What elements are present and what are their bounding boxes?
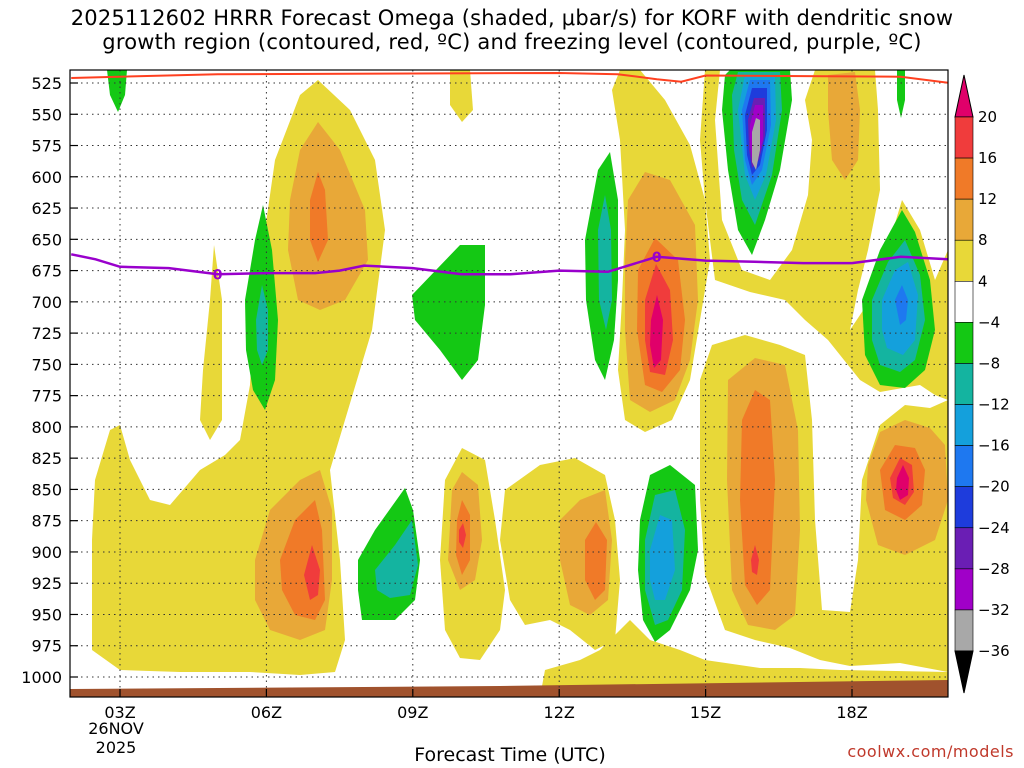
- colorbar: 20 16 12 8 4 −4 −8 −12 −16 −20 −24 −28 −32 −36: [954, 74, 1010, 694]
- y-tick-label: 850: [31, 480, 62, 499]
- omega-fill-8-upper-left: [288, 122, 368, 310]
- y-tick-label: 800: [31, 418, 62, 437]
- y-tick-label: 550: [31, 105, 62, 124]
- colorbar-swatch: [954, 486, 974, 529]
- grid-lines: [70, 70, 948, 697]
- x-axis: 03Z 06Z 09Z 12Z 15Z 18Z: [104, 689, 868, 722]
- omega-fill-neg16-right: [895, 285, 908, 325]
- omega-fill-neg4-mid: [412, 245, 485, 380]
- y-tick-label: 775: [31, 387, 62, 406]
- x-date-line-2: 2025: [96, 738, 137, 757]
- chart-title: 2025112602 HRRR Forecast Omega (shaded, …: [0, 6, 1024, 54]
- colorbar-label: −20: [978, 478, 1010, 496]
- y-tick-label: 950: [31, 605, 62, 624]
- y-axis: 525 550 575 600 625 650 675 700 725 750 775 800 825 8…: [21, 74, 78, 687]
- x-tick-label: 09Z: [397, 703, 428, 722]
- x-date-line-1: 26NOV: [88, 719, 144, 738]
- y-tick-label: 600: [31, 168, 62, 187]
- colorbar-label: −28: [978, 560, 1010, 578]
- y-tick-label: 700: [31, 293, 62, 312]
- y-tick-label: 825: [31, 449, 62, 468]
- colorbar-swatch: [954, 239, 974, 282]
- x-tick-label: 12Z: [544, 703, 575, 722]
- freezing-level-line: [70, 253, 948, 276]
- omega-fill-neg8-center: [598, 195, 612, 330]
- colorbar-label: −36: [978, 642, 1010, 660]
- omega-fill-neg8-mid: [375, 520, 418, 598]
- ground-surface: [70, 680, 948, 697]
- y-tick-label: 625: [31, 199, 62, 218]
- colorbar-label: 16: [978, 149, 997, 167]
- colorbar-label: −4: [978, 313, 1000, 331]
- colorbar-swatch: [954, 198, 974, 241]
- x-tick-label: 15Z: [690, 703, 721, 722]
- colorbar-label: 12: [978, 190, 997, 208]
- freezing-level-label: 0: [213, 267, 223, 283]
- colorbar-label: 20: [978, 108, 997, 126]
- dgz-top-line: [71, 71, 948, 84]
- colorbar-swatch: [954, 157, 974, 200]
- omega-fill-16-lower-left: [304, 545, 320, 600]
- colorbar-label: −32: [978, 601, 1010, 619]
- omega-fill-12-right-tall: [740, 390, 775, 605]
- y-tick-label: 725: [31, 324, 62, 343]
- colorbar-bottom-arrow: [954, 650, 974, 694]
- y-tick-label: 1000: [21, 668, 62, 687]
- y-tick-label: 875: [31, 512, 62, 531]
- title-line-1: 2025112602 HRRR Forecast Omega (shaded, …: [70, 6, 954, 30]
- x-tick-label: 18Z: [836, 703, 867, 722]
- omega-fill-neg32-right-top: [752, 118, 760, 170]
- y-tick-label: 900: [31, 543, 62, 562]
- omega-fill-4-left-thin: [200, 245, 222, 440]
- y-tick-label: 750: [31, 355, 62, 374]
- omega-fill-20-right-bottom: [896, 465, 909, 500]
- omega-fill-neg12-center-lower: [650, 515, 675, 600]
- freezing-level-label: 0: [652, 250, 662, 266]
- omega-fill-neg4-top-left: [107, 70, 127, 112]
- colorbar-swatch: [954, 527, 974, 570]
- plot-frame: [69, 69, 949, 698]
- omega-fill-20-center: [650, 295, 663, 368]
- y-tick-label: 925: [31, 574, 62, 593]
- colorbar-swatch: [954, 568, 974, 611]
- colorbar-label: 4: [978, 272, 988, 290]
- y-tick-label: 675: [31, 262, 62, 281]
- x-tick-label: 06Z: [251, 703, 282, 722]
- credit-label: coolwx.com/models: [847, 742, 1014, 761]
- colorbar-label: −8: [978, 354, 1000, 372]
- y-tick-label: 525: [31, 74, 62, 93]
- colorbar-swatch: [954, 322, 974, 364]
- omega-fill-neg8-left: [256, 285, 268, 365]
- omega-fill-12-mid: [585, 522, 607, 600]
- colorbar-top-arrow: [954, 74, 974, 118]
- colorbar-swatch: [954, 404, 974, 446]
- colorbar-swatch: [954, 116, 974, 159]
- x-axis-label: Forecast Time (UTC): [414, 744, 606, 766]
- omega-fill-16-right-tall: [751, 545, 759, 575]
- y-tick-label: 575: [31, 137, 62, 156]
- colorbar-label: −12: [978, 396, 1010, 414]
- colorbar-label: −16: [978, 437, 1010, 455]
- colorbar-swatch: [954, 363, 974, 405]
- colorbar-label: −24: [978, 519, 1010, 537]
- colorbar-swatch: [954, 281, 974, 323]
- omega-fill-4-bottom-right: [540, 620, 948, 697]
- colorbar-label: 8: [978, 231, 988, 249]
- omega-shading: [70, 70, 948, 697]
- y-tick-label: 650: [31, 230, 62, 249]
- colorbar-swatch: [954, 609, 974, 652]
- title-line-2: growth region (contoured, red, ºC) and f…: [102, 30, 922, 54]
- colorbar-swatch: [954, 445, 974, 487]
- omega-fill-16-mid-left: [459, 523, 466, 548]
- x-tick-label: 03Z: [104, 703, 135, 722]
- omega-fill-neg4-right-top-thin: [897, 70, 905, 118]
- y-tick-label: 975: [31, 637, 62, 656]
